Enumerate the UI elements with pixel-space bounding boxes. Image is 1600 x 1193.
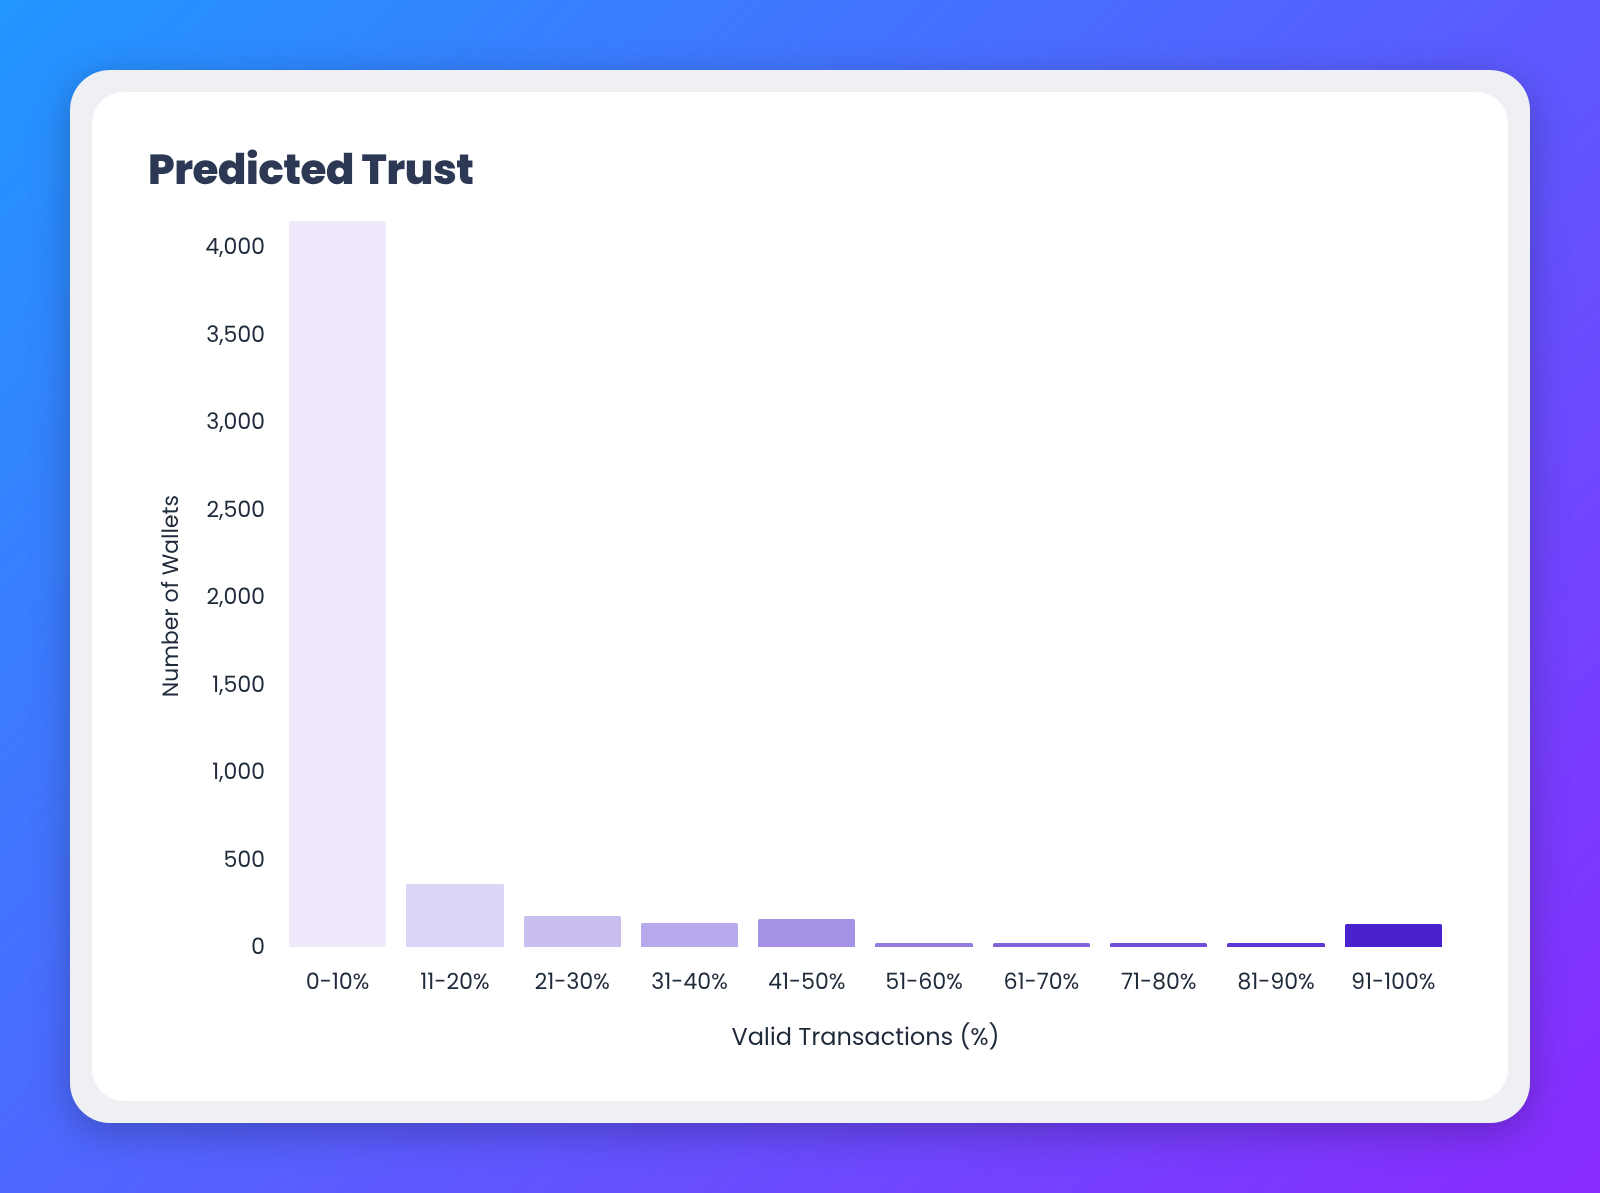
plot-column: 4,0003,5003,0002,5002,0001,5001,0005000 … [193, 221, 1452, 1061]
bar [1227, 943, 1324, 947]
x-tick-label: 81-90% [1217, 965, 1334, 998]
bar [289, 221, 386, 947]
chart-area: Number of Wallets 4,0003,5003,0002,5002,… [148, 221, 1452, 1061]
bar-slot [1217, 221, 1334, 947]
bar [875, 943, 972, 947]
bar [993, 943, 1090, 947]
bar-slot [631, 221, 748, 947]
x-axis-label: Valid Transactions (%) [279, 998, 1452, 1061]
x-axis-spacer [193, 947, 279, 998]
bar-slot [279, 221, 396, 947]
bar-slot [396, 221, 513, 947]
x-tick-label: 31-40% [631, 965, 748, 998]
bar-slot [514, 221, 631, 947]
page-background: Predicted Trust Number of Wallets 4,0003… [0, 0, 1600, 1193]
bar [1110, 943, 1207, 947]
bar [1345, 924, 1442, 947]
bars-container [279, 221, 1452, 947]
outer-card: Predicted Trust Number of Wallets 4,0003… [70, 70, 1530, 1123]
x-tick-label: 51-60% [865, 965, 982, 998]
x-tick-label: 41-50% [748, 965, 865, 998]
x-tick-label: 91-100% [1335, 965, 1452, 998]
bar-slot [865, 221, 982, 947]
plot-row: 4,0003,5003,0002,5002,0001,5001,0005000 [193, 221, 1452, 947]
x-tick-label: 0-10% [279, 965, 396, 998]
bar-slot [1100, 221, 1217, 947]
bar-slot [983, 221, 1100, 947]
x-axis-spacer [193, 998, 279, 1061]
plot-area [279, 221, 1452, 947]
bar [641, 923, 738, 947]
y-axis-ticks: 4,0003,5003,0002,5002,0001,5001,0005000 [193, 221, 279, 947]
bar [406, 884, 503, 947]
y-axis-label: Number of Wallets [148, 495, 193, 697]
chart-card: Predicted Trust Number of Wallets 4,0003… [92, 92, 1508, 1101]
bar [524, 916, 621, 947]
chart-title: Predicted Trust [148, 138, 1452, 201]
bar [758, 919, 855, 947]
x-tick-label: 61-70% [983, 965, 1100, 998]
x-axis-ticks: 0-10%11-20%21-30%31-40%41-50%51-60%61-70… [279, 947, 1452, 998]
bar-slot [1335, 221, 1452, 947]
x-tick-label: 11-20% [396, 965, 513, 998]
x-tick-label: 21-30% [514, 965, 631, 998]
x-tick-label: 71-80% [1100, 965, 1217, 998]
x-axis-label-row: Valid Transactions (%) [193, 998, 1452, 1061]
x-axis-row: 0-10%11-20%21-30%31-40%41-50%51-60%61-70… [193, 947, 1452, 998]
bar-slot [748, 221, 865, 947]
